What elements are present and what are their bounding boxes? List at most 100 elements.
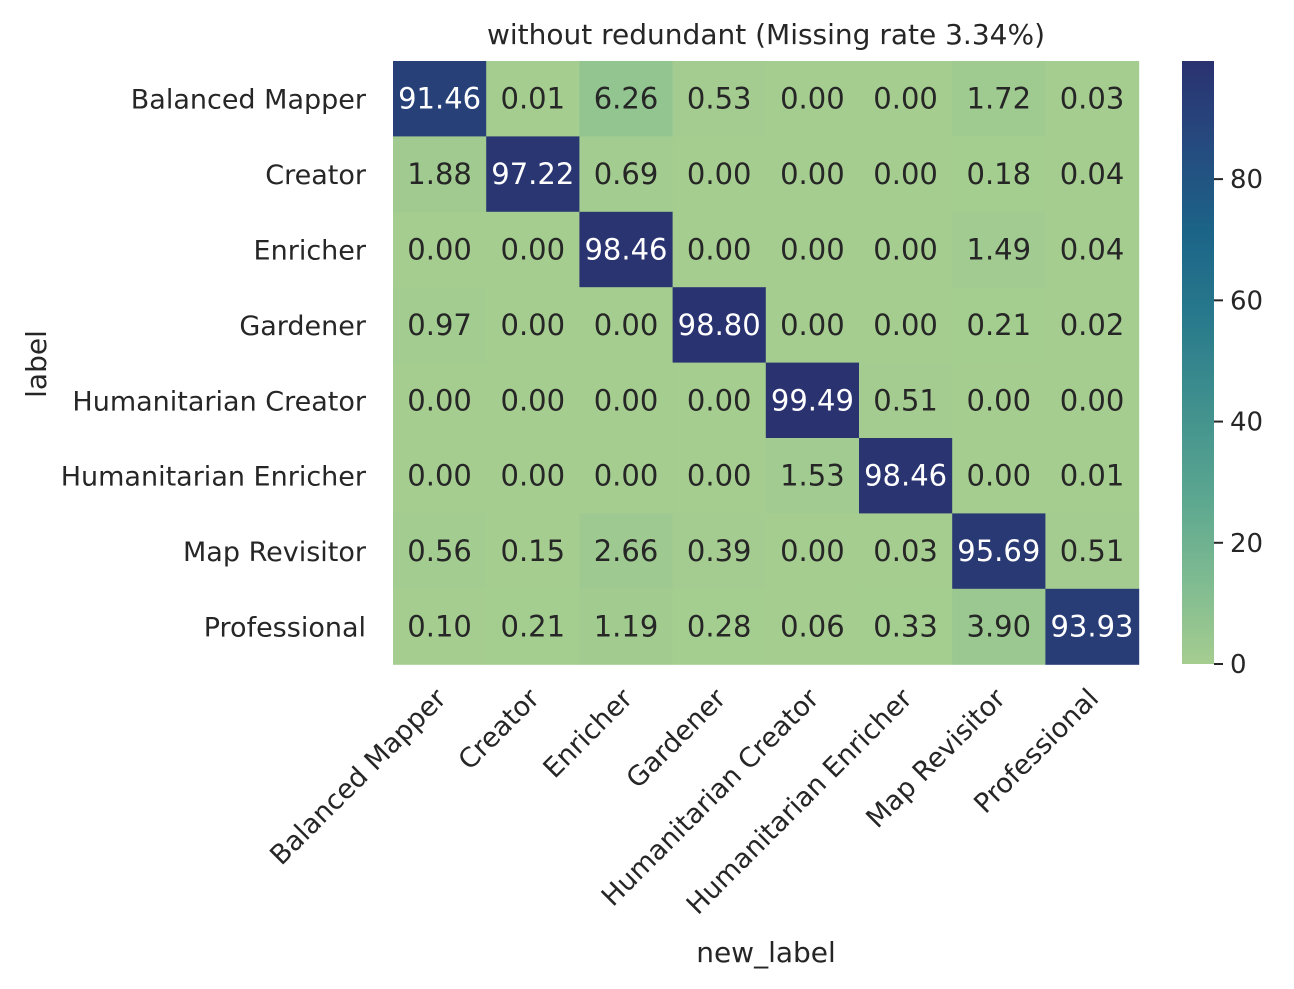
heatmap-cell [1045, 211, 1140, 288]
cell-value-label: 1.49 [967, 233, 1032, 267]
cell-value-label: 1.19 [594, 610, 659, 644]
cell-value-label: 0.06 [780, 610, 845, 644]
colorbar-tick-label: 80 [1230, 165, 1263, 195]
cell-value-label: 0.01 [501, 82, 566, 116]
colorbar-tick-label: 0 [1230, 650, 1247, 680]
cell-value-label: 0.00 [594, 383, 659, 417]
cell-value-label: 0.00 [407, 459, 472, 493]
heatmap-cell [1045, 287, 1140, 364]
cell-value-label: 0.00 [594, 308, 659, 342]
x-tick-label: Balanced Mapper [264, 682, 453, 871]
heatmap-cell [1045, 588, 1140, 665]
heatmap-cell [393, 61, 487, 137]
cell-value-label: 97.22 [491, 157, 574, 191]
y-tick-label: Humanitarian Creator [72, 386, 366, 417]
heatmap-cell [952, 588, 1046, 665]
heatmap-cell [765, 362, 860, 439]
y-axis-title: label [20, 330, 53, 398]
cell-value-label: 1.88 [407, 157, 472, 191]
cell-value-label: 0.03 [1060, 82, 1125, 116]
cell-value-label: 0.69 [594, 157, 659, 191]
cell-value-label: 0.00 [407, 233, 472, 267]
heatmap-cell [1045, 362, 1140, 439]
colorbar-tick-label: 40 [1230, 408, 1263, 438]
cell-value-label: 0.51 [1060, 534, 1125, 568]
y-tick-labels: Balanced Mapper Creator Enricher Gardener Hu… [61, 85, 367, 644]
cell-value-label: 93.93 [1050, 610, 1133, 644]
cell-value-label: 3.90 [967, 610, 1032, 644]
heatmap-cell [765, 438, 860, 514]
heatmap-cell [486, 211, 580, 288]
cell-value-label: 98.80 [678, 308, 761, 342]
heatmap-cell [859, 588, 953, 665]
heatmap-cell [765, 588, 860, 665]
y-tick-label: Map Revisitor [183, 537, 367, 568]
heatmap-cell [579, 438, 674, 514]
cell-value-label: 0.00 [501, 383, 566, 417]
cell-value-label: 0.00 [780, 82, 845, 116]
cell-value-label: 0.51 [873, 383, 938, 417]
cell-value-label: 98.46 [864, 459, 947, 493]
x-tick-label: Creator [453, 682, 547, 776]
cell-value-label: 0.03 [873, 534, 938, 568]
heatmap-cell [579, 61, 674, 137]
heatmap-cell [486, 61, 580, 137]
y-tick-label: Humanitarian Enricher [61, 462, 367, 493]
cell-value-label: 91.46 [398, 82, 481, 116]
heatmap-cell [579, 513, 674, 590]
heatmap-cell [486, 513, 580, 590]
colorbar-tick-label: 20 [1230, 529, 1263, 559]
cell-value-label: 0.00 [873, 82, 938, 116]
cell-value-label: 99.49 [771, 383, 854, 417]
cell-value-label: 0.21 [967, 308, 1032, 342]
cell-value-label: 0.18 [967, 157, 1032, 191]
cell-value-label: 0.28 [687, 610, 752, 644]
cell-value-label: 0.56 [407, 534, 472, 568]
heatmap-cell [579, 287, 674, 364]
x-tick-labels: Balanced Mapper CreatorEnricherGardenerHu… [264, 682, 1105, 920]
cell-value-label: 0.00 [967, 383, 1032, 417]
heatmap-cell [765, 287, 860, 364]
heatmap-cell [393, 513, 487, 590]
heatmap-cell [672, 513, 767, 590]
heatmap-cell [859, 61, 953, 137]
heatmap-cell [486, 287, 580, 364]
heatmap-cell [579, 211, 674, 288]
heatmap-cell [952, 438, 1046, 514]
cell-value-label: 0.33 [873, 610, 938, 644]
cell-value-label: 0.00 [873, 233, 938, 267]
heatmap-cell [765, 61, 860, 137]
cell-value-label: 0.00 [780, 233, 845, 267]
cell-value-label: 0.15 [501, 534, 566, 568]
heatmap-cell [393, 362, 487, 439]
heatmap-cell [672, 362, 767, 439]
heatmap-cell [952, 61, 1046, 137]
heatmap-cell [859, 136, 953, 213]
y-tick-label: Enricher [254, 236, 367, 267]
cell-value-label: 0.97 [407, 308, 472, 342]
cell-value-label: 0.00 [1060, 383, 1125, 417]
cell-value-label: 0.00 [780, 308, 845, 342]
heatmap-cell [859, 287, 953, 364]
colorbar-ticks: 0 20 40 60 80 [1214, 165, 1263, 680]
cell-value-label: 0.10 [407, 610, 472, 644]
heatmap-cell [765, 136, 860, 213]
heatmap-cell [579, 136, 674, 213]
cell-value-label: 98.46 [584, 233, 667, 267]
chart-title: without redundant (Missing rate 3.34%) [487, 18, 1045, 51]
cell-value-label: 0.00 [780, 157, 845, 191]
cell-value-label: 0.00 [501, 233, 566, 267]
heatmap-cell [672, 287, 767, 364]
heatmap-cell [859, 438, 953, 514]
heatmap-cell [393, 438, 487, 514]
heatmap-cell [672, 61, 767, 137]
cell-value-label: 0.00 [873, 308, 938, 342]
cell-value-label: 1.72 [967, 82, 1032, 116]
heatmap-cell [952, 136, 1046, 213]
heatmap-cell [393, 136, 487, 213]
cell-value-label: 2.66 [594, 534, 659, 568]
cell-value-label: 0.21 [501, 610, 566, 644]
heatmap-cell [393, 287, 487, 364]
colorbar [1182, 61, 1214, 664]
y-tick-label: Gardener [239, 311, 367, 342]
